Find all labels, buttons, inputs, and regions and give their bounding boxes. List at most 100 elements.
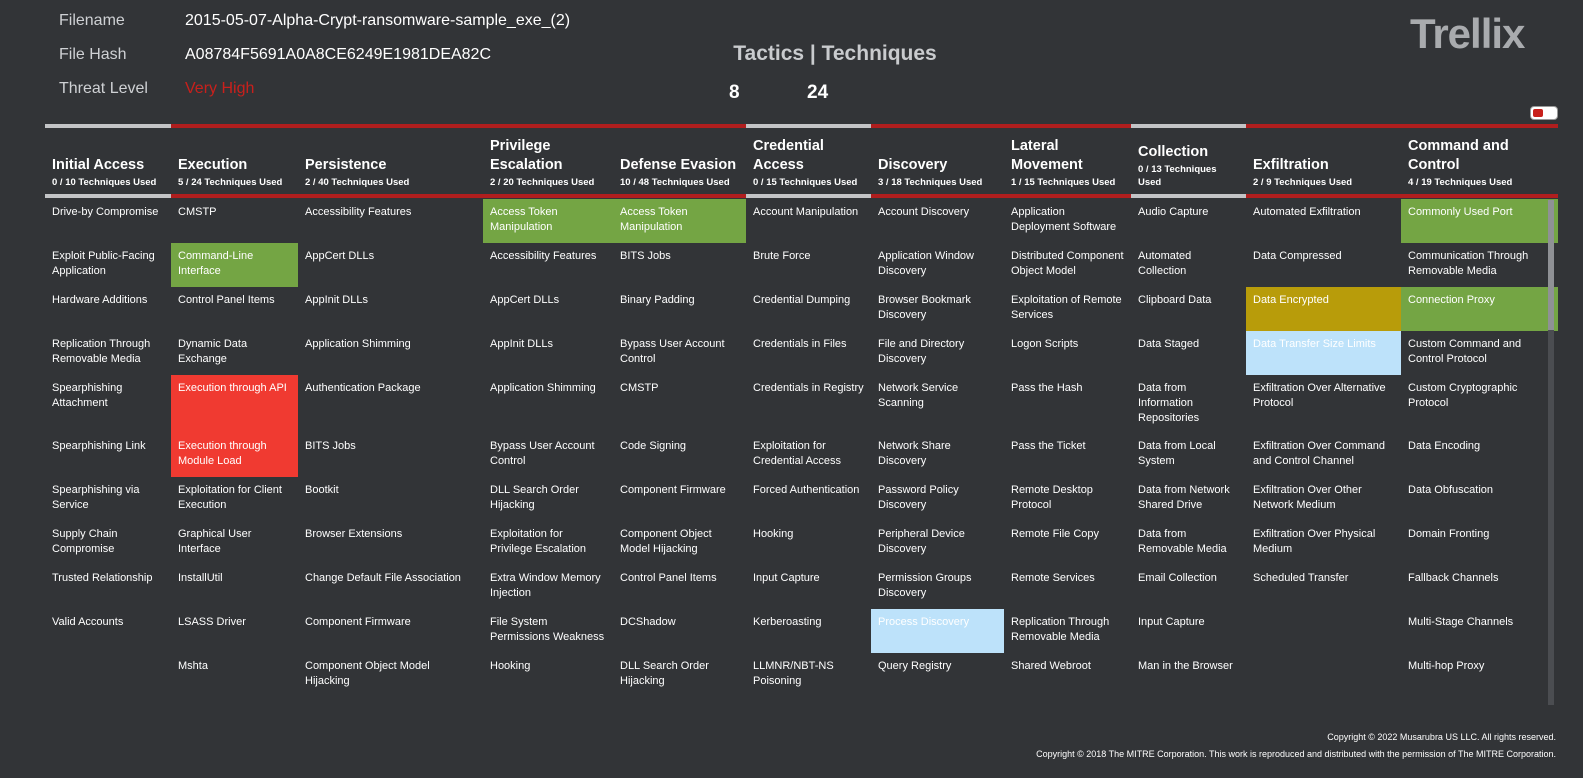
technique-cell[interactable]: Commonly Used Port (1401, 199, 1558, 243)
technique-cell[interactable]: Authentication Package (305, 382, 421, 394)
technique-cell[interactable]: Custom Command and Control Protocol (1408, 338, 1522, 365)
technique-cell[interactable]: Pass the Ticket (1011, 440, 1086, 452)
technique-cell[interactable]: Input Capture (753, 572, 820, 584)
technique-cell[interactable]: File and Directory Discovery (878, 338, 965, 365)
technique-cell[interactable]: Command-Line Interface (171, 243, 298, 287)
technique-cell[interactable]: Multi-Stage Channels (1408, 616, 1514, 628)
tactic-header[interactable]: Collection 0 / 13 Techniques Used (1131, 124, 1246, 198)
technique-cell[interactable]: Automated Collection (1138, 250, 1192, 277)
technique-cell[interactable]: Control Panel Items (620, 572, 717, 584)
technique-cell[interactable]: Clipboard Data (1138, 294, 1212, 306)
technique-cell[interactable]: Execution through API (171, 375, 298, 433)
technique-cell[interactable]: Scheduled Transfer (1253, 572, 1349, 584)
tactic-header[interactable]: Discovery 3 / 18 Techniques Used (871, 124, 1004, 198)
technique-cell[interactable]: Code Signing (620, 440, 687, 452)
technique-cell[interactable]: Exfiltration Over Command and Control Ch… (1253, 440, 1386, 467)
technique-cell[interactable]: Application Shimming (490, 382, 596, 394)
technique-cell[interactable]: Multi-hop Proxy (1408, 660, 1485, 672)
technique-cell[interactable]: Spearphishing Link (52, 440, 146, 452)
technique-cell[interactable]: Exploitation for Credential Access (753, 440, 842, 467)
technique-cell[interactable]: Access Token Manipulation (613, 199, 746, 243)
technique-cell[interactable]: Component Firmware (305, 616, 411, 628)
technique-cell[interactable]: Data Encoding (1408, 440, 1481, 452)
technique-cell[interactable]: Network Service Scanning (878, 382, 959, 409)
technique-cell[interactable]: Hardware Additions (52, 294, 148, 306)
tactic-header[interactable]: Defense Evasion 10 / 48 Techniques Used (613, 124, 746, 198)
technique-cell[interactable]: Extra Window Memory Injection (490, 572, 601, 599)
technique-cell[interactable]: Query Registry (878, 660, 952, 672)
tactic-header[interactable]: Exfiltration 2 / 9 Techniques Used (1246, 124, 1401, 198)
technique-cell[interactable]: Custom Cryptographic Protocol (1408, 382, 1518, 409)
technique-cell[interactable]: Shared Webroot (1011, 660, 1091, 672)
technique-cell[interactable]: Pass the Hash (1011, 382, 1083, 394)
technique-cell[interactable]: DCShadow (620, 616, 676, 628)
tactic-header[interactable]: Lateral Movement 1 / 15 Techniques Used (1004, 124, 1131, 198)
technique-cell[interactable]: Application Deployment Software (1011, 206, 1117, 233)
technique-cell[interactable]: Hooking (753, 528, 794, 540)
technique-cell[interactable]: Exfiltration Over Other Network Medium (1253, 484, 1362, 511)
technique-cell[interactable]: Remote Desktop Protocol (1011, 484, 1093, 511)
technique-cell[interactable]: DLL Search Order Hijacking (490, 484, 579, 511)
technique-cell[interactable]: Application Window Discovery (878, 250, 974, 277)
technique-cell[interactable]: Bootkit (305, 484, 339, 496)
technique-cell[interactable]: Automated Exfiltration (1253, 206, 1361, 218)
technique-cell[interactable]: CMSTP (178, 206, 217, 218)
technique-cell[interactable]: Replication Through Removable Media (52, 338, 151, 365)
tactic-header[interactable]: Execution 5 / 24 Techniques Used (171, 124, 298, 198)
technique-cell[interactable]: Bypass User Account Control (620, 338, 725, 365)
technique-cell[interactable]: Browser Extensions (305, 528, 403, 540)
technique-cell[interactable]: BITS Jobs (620, 250, 671, 262)
technique-cell[interactable]: Supply Chain Compromise (52, 528, 118, 555)
technique-cell[interactable]: Data Compressed (1253, 250, 1342, 262)
technique-cell[interactable]: Data Obfuscation (1408, 484, 1493, 496)
tactic-header[interactable]: Command and Control 4 / 19 Techniques Use… (1401, 124, 1558, 198)
technique-cell[interactable]: Account Manipulation (753, 206, 859, 218)
technique-cell[interactable]: Forced Authentication (753, 484, 860, 496)
technique-cell[interactable]: BITS Jobs (305, 440, 356, 452)
matrix-scrollbar[interactable] (1548, 200, 1554, 705)
technique-cell[interactable]: Data from Network Shared Drive (1138, 484, 1230, 511)
technique-cell[interactable]: InstallUtil (178, 572, 223, 584)
technique-cell[interactable]: CMSTP (620, 382, 659, 394)
technique-cell[interactable]: LLMNR/NBT-NS Poisoning (753, 660, 834, 687)
technique-cell[interactable]: Exploit Public-Facing Application (52, 250, 155, 277)
view-toggle[interactable] (1530, 106, 1558, 120)
technique-cell[interactable]: Data from Removable Media (1138, 528, 1227, 555)
technique-cell[interactable]: Valid Accounts (52, 616, 124, 628)
technique-cell[interactable]: Exploitation for Privilege Escalation (490, 528, 586, 555)
technique-cell[interactable]: Peripheral Device Discovery (878, 528, 965, 555)
technique-cell[interactable]: Graphical User Interface (178, 528, 252, 555)
technique-cell[interactable]: Distributed Component Object Model (1011, 250, 1124, 277)
technique-cell[interactable]: Exfiltration Over Physical Medium (1253, 528, 1376, 555)
technique-cell[interactable]: Brute Force (753, 250, 811, 262)
tactic-header[interactable]: Initial Access 0 / 10 Techniques Used (45, 124, 171, 198)
technique-cell[interactable]: Binary Padding (620, 294, 695, 306)
technique-cell[interactable]: Change Default File Association (305, 572, 461, 584)
technique-cell[interactable]: Exfiltration Over Alternative Protocol (1253, 382, 1386, 409)
tactic-header[interactable]: Persistence 2 / 40 Techniques Used (298, 124, 483, 198)
technique-cell[interactable]: Spearphishing via Service (52, 484, 140, 511)
technique-cell[interactable]: Dynamic Data Exchange (178, 338, 248, 365)
technique-cell[interactable]: File System Permissions Weakness (490, 616, 605, 643)
technique-cell[interactable]: Domain Fronting (1408, 528, 1490, 540)
technique-cell[interactable]: Connection Proxy (1401, 287, 1558, 331)
technique-cell[interactable]: Component Object Model Hijacking (305, 660, 430, 687)
technique-cell[interactable]: Input Capture (1138, 616, 1205, 628)
technique-cell[interactable]: AppCert DLLs (490, 294, 560, 306)
technique-cell[interactable]: Exploitation for Client Execution (178, 484, 282, 511)
technique-cell[interactable]: Communication Through Removable Media (1408, 250, 1529, 277)
technique-cell[interactable]: Component Object Model Hijacking (620, 528, 712, 555)
technique-cell[interactable]: Data from Information Repositories (1138, 382, 1200, 424)
technique-cell[interactable]: Email Collection (1138, 572, 1217, 584)
technique-cell[interactable]: AppCert DLLs (305, 250, 375, 262)
technique-cell[interactable]: Account Discovery (878, 206, 970, 218)
technique-cell[interactable]: Permission Groups Discovery (878, 572, 972, 599)
technique-cell[interactable]: Mshta (178, 660, 208, 672)
technique-cell[interactable]: Fallback Channels (1408, 572, 1499, 584)
technique-cell[interactable]: Trusted Relationship (52, 572, 153, 584)
technique-cell[interactable]: Data Staged (1138, 338, 1200, 350)
technique-cell[interactable]: Logon Scripts (1011, 338, 1079, 350)
technique-cell[interactable]: Spearphishing Attachment (52, 382, 123, 409)
technique-cell[interactable]: Browser Bookmark Discovery (878, 294, 971, 321)
technique-cell[interactable]: Accessibility Features (305, 206, 412, 218)
